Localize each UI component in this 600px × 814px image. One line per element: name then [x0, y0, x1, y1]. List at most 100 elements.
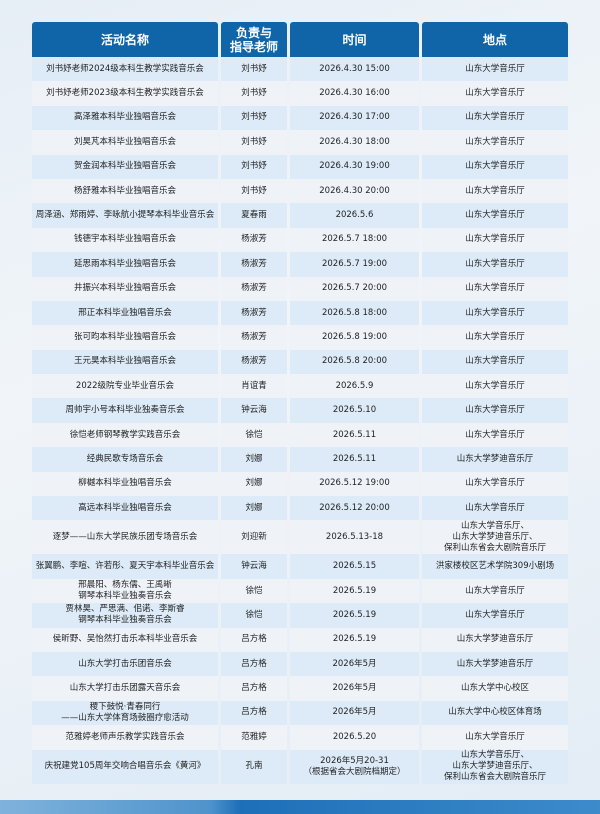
table-row: 刘书妤老师2023级本科生教学实践音乐会 刘书妤 2026.4.30 16:00 山东…	[32, 81, 568, 106]
table-row: 杨舒雅本科毕业独唱音乐会 刘书妤 2026.4.30 20:00 山东大学音乐厅	[32, 178, 568, 204]
table-row: 王元昊本科毕业独唱音乐会 杨淑芳 2026.5.8 20:00 山东大学音乐厅	[32, 349, 568, 375]
table-row: 稷下鼓悦·青春同行 ——山东大学体育场鼓圈疗愈活动 吕方格 2026年5月 山东大学中…	[32, 700, 568, 726]
time-cell: 2026.5.9	[290, 374, 419, 399]
place-cell: 山东大学音乐厅	[422, 227, 568, 253]
time-cell: 2026年5月	[290, 700, 419, 726]
activity-name-cell: 张翼鹏、李喧、许若彤、夏天宇本科毕业音乐会	[32, 554, 218, 579]
activity-name-cell: 贺金润本科毕业独唱音乐会	[32, 154, 218, 179]
teacher-cell: 刘娜	[221, 496, 287, 521]
time-cell: 2026.4.30 18:00	[290, 130, 419, 155]
time-cell: 2026年5月	[290, 676, 419, 701]
activity-name-cell: 稷下鼓悦·青春同行 ——山东大学体育场鼓圈疗愈活动	[32, 700, 218, 726]
place-cell: 山东大学音乐厅	[422, 725, 568, 750]
table-row: 刘书妤老师2024级本科生教学实践音乐会 刘书妤 2026.4.30 15:00 山东…	[32, 57, 568, 82]
table-header-row: 活动名称 负责与 指导老师 时间 地点	[32, 22, 568, 57]
place-cell: 山东大学音乐厅	[422, 422, 568, 448]
teacher-cell: 钟云海	[221, 554, 287, 579]
place-cell: 山东大学音乐厅、 山东大学梦迪音乐厅、 保利山东省会大剧院音乐厅	[422, 520, 568, 555]
decorative-bottom-band	[0, 800, 600, 814]
activity-name-cell: 杨舒雅本科毕业独唱音乐会	[32, 178, 218, 204]
teacher-cell: 徐恺	[221, 578, 287, 604]
time-cell: 2026.5.19	[290, 578, 419, 604]
time-cell: 2026.5.12 20:00	[290, 496, 419, 521]
place-cell: 山东大学梦迪音乐厅	[422, 627, 568, 652]
teacher-cell: 杨淑芳	[221, 325, 287, 350]
header-activity-name: 活动名称	[32, 22, 218, 57]
activity-name-cell: 2022级院专业毕业音乐会	[32, 374, 218, 399]
place-cell: 山东大学音乐厅	[422, 57, 568, 82]
place-cell: 山东大学音乐厅	[422, 325, 568, 350]
teacher-cell: 杨淑芳	[221, 227, 287, 253]
activity-name-cell: 山东大学打击乐团音乐会	[32, 651, 218, 677]
place-cell: 山东大学音乐厅	[422, 252, 568, 277]
time-cell: 2026.5.13-18	[290, 520, 419, 555]
teacher-cell: 徐恺	[221, 603, 287, 628]
table-row: 贾林昊、严思满、佀诺、李斯睿 钢琴本科毕业独奏音乐会 徐恺 2026.5.19 山东大…	[32, 603, 568, 628]
teacher-cell: 杨淑芳	[221, 252, 287, 277]
teacher-cell: 杨淑芳	[221, 276, 287, 301]
activity-name-cell: 王元昊本科毕业独唱音乐会	[32, 349, 218, 375]
activity-name-cell: 贾林昊、严思满、佀诺、李斯睿 钢琴本科毕业独奏音乐会	[32, 603, 218, 628]
activity-name-cell: 山东大学打击乐团露天音乐会	[32, 676, 218, 701]
place-cell: 山东大学音乐厅	[422, 276, 568, 301]
teacher-cell: 吕方格	[221, 627, 287, 652]
place-cell: 山东大学音乐厅	[422, 496, 568, 521]
place-cell: 山东大学音乐厅	[422, 130, 568, 155]
teacher-cell: 刘书妤	[221, 81, 287, 106]
table-row: 高远本科毕业独唱音乐会 刘娜 2026.5.12 20:00 山东大学音乐厅	[32, 496, 568, 521]
activity-name-cell: 高泽雅本科毕业独唱音乐会	[32, 105, 218, 131]
activity-name-cell: 侯昕野、吴怡然打击乐本科毕业音乐会	[32, 627, 218, 652]
activity-name-cell: 柳樾本科毕业独唱音乐会	[32, 471, 218, 497]
table-row: 2022级院专业毕业音乐会 肖谊青 2026.5.9 山东大学音乐厅	[32, 374, 568, 399]
place-cell: 山东大学中心校区体育场	[422, 700, 568, 726]
activity-name-cell: 范雅婷老师声乐教学实践音乐会	[32, 725, 218, 750]
activity-name-cell: 逐梦——山东大学民族乐团专场音乐会	[32, 520, 218, 555]
header-time: 时间	[290, 22, 419, 57]
place-cell: 山东大学音乐厅	[422, 578, 568, 604]
teacher-cell: 刘书妤	[221, 178, 287, 204]
time-cell: 2026.4.30 15:00	[290, 57, 419, 82]
table-row: 张翼鹏、李喧、许若彤、夏天宇本科毕业音乐会 钟云海 2026.5.15 洪家楼校区艺术…	[32, 554, 568, 579]
time-cell: 2026.5.7 19:00	[290, 252, 419, 277]
activity-name-cell: 钱德宇本科毕业独唱音乐会	[32, 227, 218, 253]
activity-name-cell: 张可昀本科毕业独唱音乐会	[32, 325, 218, 350]
table-row: 延思雨本科毕业独唱音乐会 杨淑芳 2026.5.7 19:00 山东大学音乐厅	[32, 252, 568, 277]
activity-name-cell: 周泽涵、郑雨婷、李咏航小提琴本科毕业音乐会	[32, 203, 218, 228]
place-cell: 山东大学音乐厅	[422, 349, 568, 375]
place-cell: 山东大学音乐厅	[422, 178, 568, 204]
table-row: 山东大学打击乐团音乐会 吕方格 2026年5月 山东大学梦迪音乐厅	[32, 651, 568, 677]
table-row: 徐恺老师钢琴教学实践音乐会 徐恺 2026.5.11 山东大学音乐厅	[32, 422, 568, 448]
teacher-cell: 刘娜	[221, 447, 287, 472]
teacher-cell: 刘娜	[221, 471, 287, 497]
table-row: 逐梦——山东大学民族乐团专场音乐会 刘迎新 2026.5.13-18 山东大学音乐厅、…	[32, 520, 568, 555]
time-cell: 2026.5.11	[290, 447, 419, 472]
place-cell: 山东大学音乐厅	[422, 471, 568, 497]
teacher-cell: 夏春雨	[221, 203, 287, 228]
time-cell: 2026.4.30 19:00	[290, 154, 419, 179]
place-cell: 山东大学中心校区	[422, 676, 568, 701]
time-cell: 2026.4.30 20:00	[290, 178, 419, 204]
table-row: 钱德宇本科毕业独唱音乐会 杨淑芳 2026.5.7 18:00 山东大学音乐厅	[32, 227, 568, 253]
teacher-cell: 刘书妤	[221, 57, 287, 82]
teacher-cell: 范雅婷	[221, 725, 287, 750]
table-row: 侯昕野、吴怡然打击乐本科毕业音乐会 吕方格 2026.5.19 山东大学梦迪音乐厅	[32, 627, 568, 652]
teacher-cell: 杨淑芳	[221, 349, 287, 375]
activity-name-cell: 刘书妤老师2024级本科生教学实践音乐会	[32, 57, 218, 82]
teacher-cell: 吕方格	[221, 700, 287, 726]
teacher-cell: 徐恺	[221, 422, 287, 448]
teacher-cell: 刘书妤	[221, 154, 287, 179]
place-cell: 山东大学音乐厅	[422, 374, 568, 399]
time-cell: 2026.5.7 18:00	[290, 227, 419, 253]
table-row: 高泽雅本科毕业独唱音乐会 刘书妤 2026.4.30 17:00 山东大学音乐厅	[32, 105, 568, 131]
activity-name-cell: 徐恺老师钢琴教学实践音乐会	[32, 422, 218, 448]
header-place: 地点	[422, 22, 568, 57]
time-cell: 2026.4.30 16:00	[290, 81, 419, 106]
table-row: 刘昊芃本科毕业独唱音乐会 刘书妤 2026.4.30 18:00 山东大学音乐厅	[32, 130, 568, 155]
teacher-cell: 刘书妤	[221, 130, 287, 155]
table-row: 经典民歌专场音乐会 刘娜 2026.5.11 山东大学梦迪音乐厅	[32, 447, 568, 472]
time-cell: 2026.5.12 19:00	[290, 471, 419, 497]
table-row: 贺金润本科毕业独唱音乐会 刘书妤 2026.4.30 19:00 山东大学音乐厅	[32, 154, 568, 179]
table-row: 邢晨阳、杨东儒、王禹晰 钢琴本科毕业独奏音乐会 徐恺 2026.5.19 山东大学音乐…	[32, 578, 568, 604]
table-row: 柳樾本科毕业独唱音乐会 刘娜 2026.5.12 19:00 山东大学音乐厅	[32, 471, 568, 497]
time-cell: 2026.5.8 19:00	[290, 325, 419, 350]
